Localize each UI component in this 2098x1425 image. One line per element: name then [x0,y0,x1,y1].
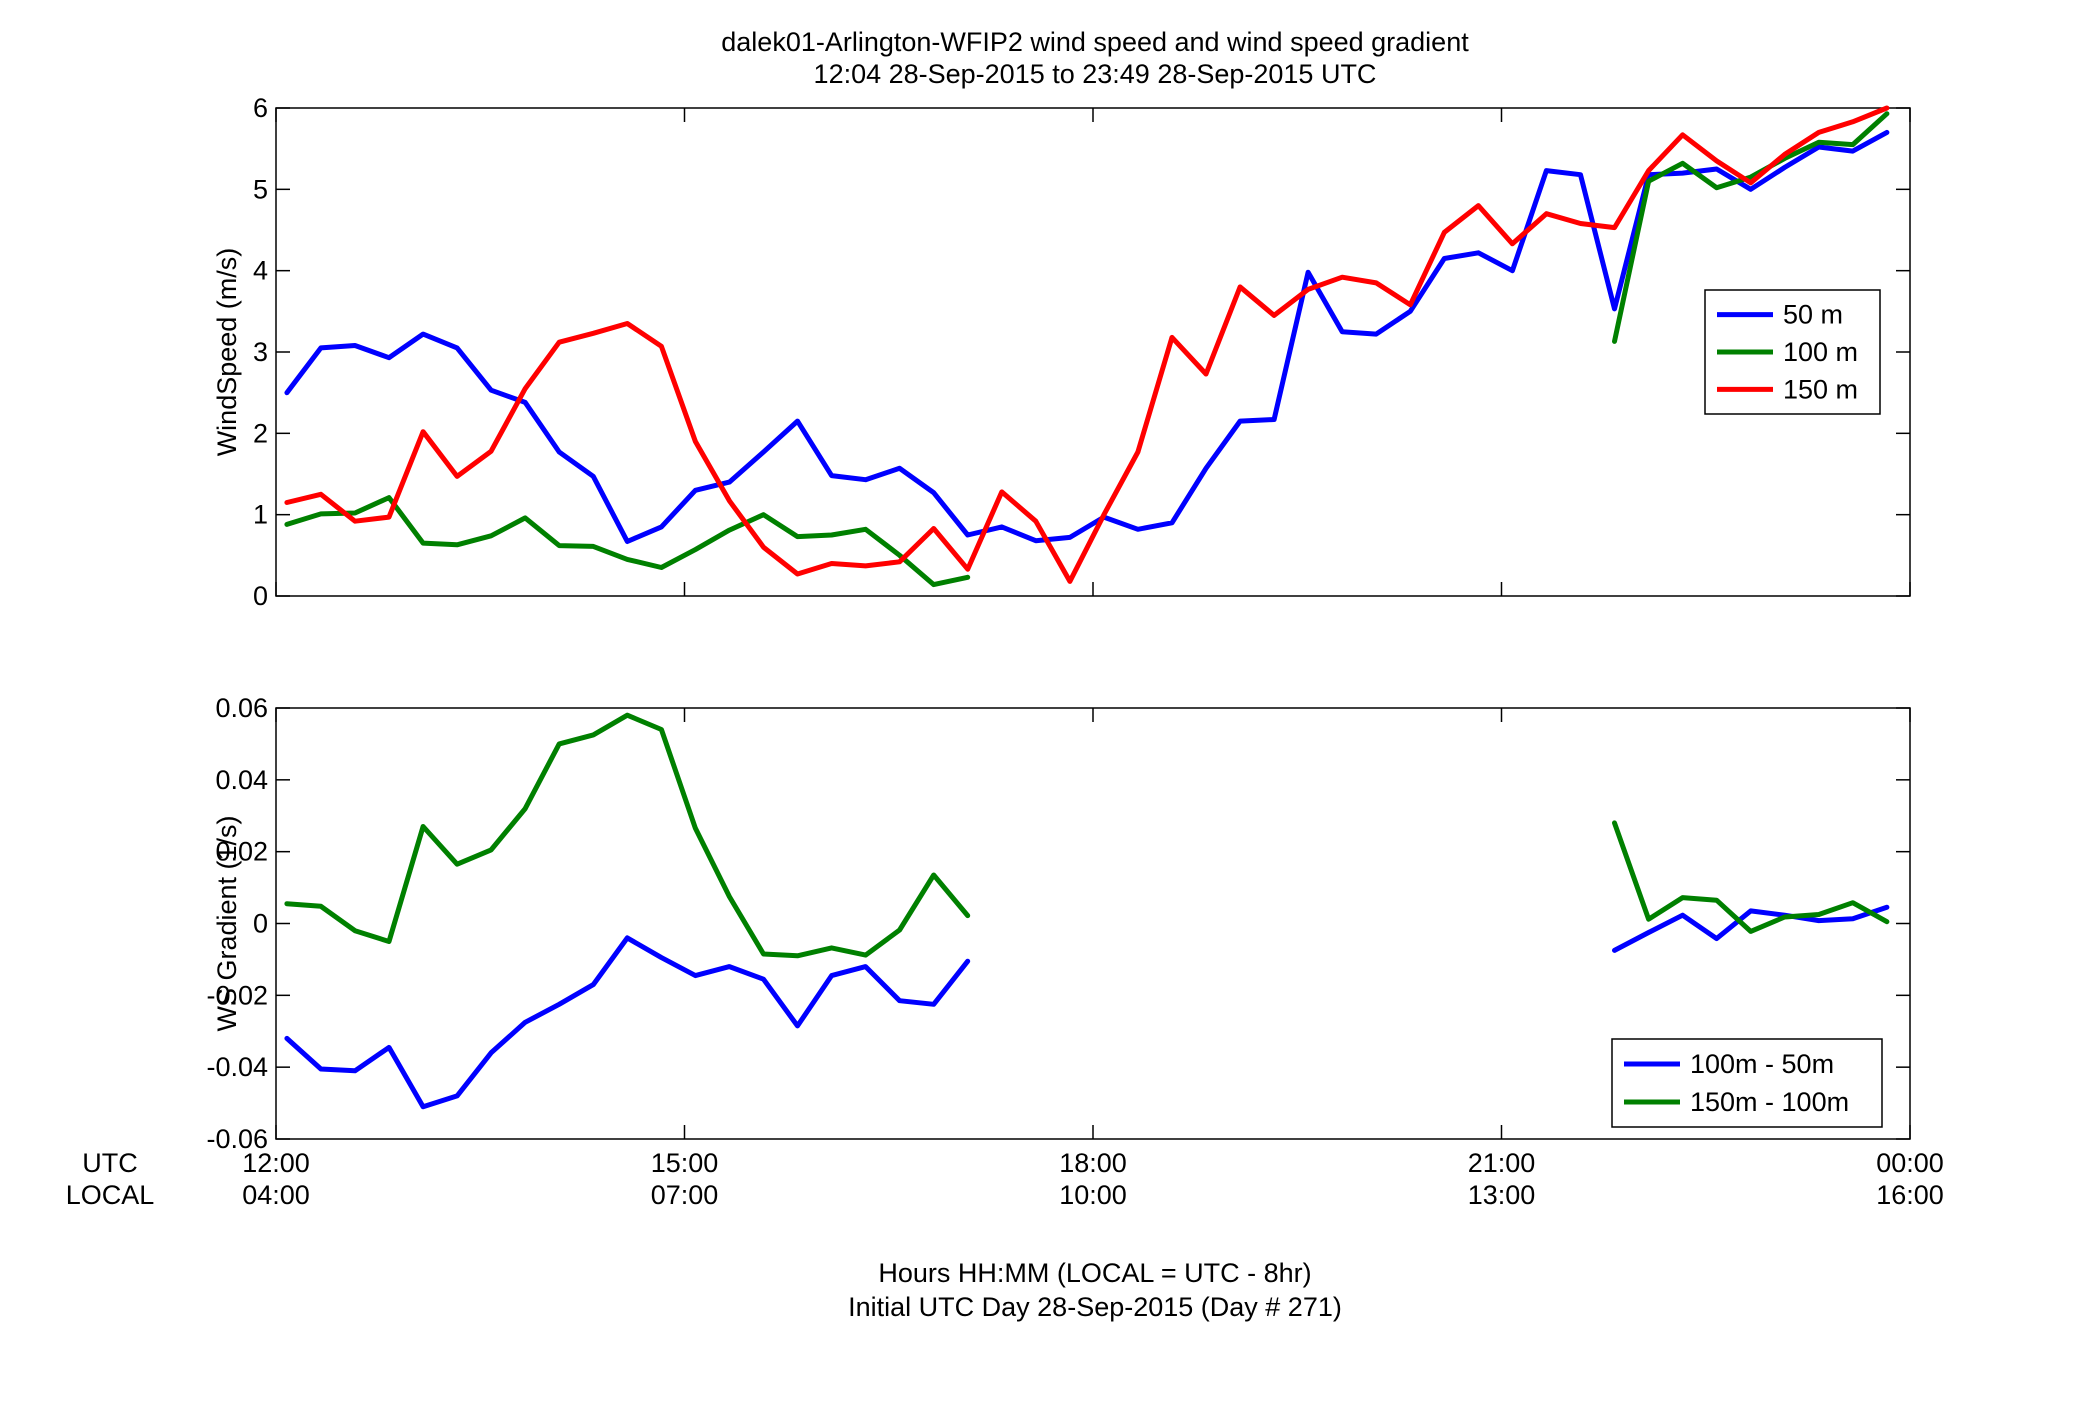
y-tick-label: 5 [253,174,268,204]
y-tick-label: 0.02 [215,837,268,867]
local-tick-label: 04:00 [242,1180,310,1210]
legend-label: 150m - 100m [1690,1087,1849,1117]
utc-tick-label: 00:00 [1876,1148,1944,1178]
figure-title-line1: dalek01-Arlington-WFIP2 wind speed and w… [721,27,1469,57]
y-tick-label: 4 [253,256,268,286]
y-tick-label: 6 [253,93,268,123]
y-tick-label: 2 [253,418,268,448]
legend-label: 100 m [1783,337,1858,367]
series-line [1612,820,1890,934]
x-axis-label-line2: Initial UTC Day 28-Sep-2015 (Day # 271) [848,1292,1342,1322]
local-tick-label: 07:00 [651,1180,719,1210]
local-tick-labels: 04:00 07:00 10:00 13:00 16:00 [242,1180,1944,1210]
y-tick-label: -0.04 [206,1052,268,1082]
y-tick-label: 0.04 [215,765,268,795]
y-tick-label: -0.02 [206,980,268,1010]
legend-box [1611,1038,1883,1128]
gradient-panel: -0.06 -0.04 -0.02 0 0.02 0.04 0.06 WS Gradient … [206,693,1911,1154]
windspeed-panel: 0 1 2 3 4 5 6 WindSpeed (m/s) 50 m 100 m 150 m [212,93,1911,611]
utc-tick-label: 21:00 [1468,1148,1536,1178]
y-tick-label: 1 [253,500,268,530]
y-tick-label: 3 [253,337,268,367]
x-axis-label-line1: Hours HH:MM (LOCAL = UTC - 8hr) [878,1258,1311,1288]
y-tick-label: 0 [253,581,268,611]
local-tick-label: 13:00 [1468,1180,1536,1210]
local-tick-label: 16:00 [1876,1180,1944,1210]
local-tick-label: 10:00 [1059,1180,1127,1210]
legend: 100m - 50m 150m - 100m [1611,1038,1883,1128]
utc-tick-label: 18:00 [1059,1148,1127,1178]
y-tick-label: 0.06 [215,693,268,723]
series-line [284,105,1890,584]
legend: 50 m 100 m 150 m [1704,289,1881,415]
utc-tick-label: 15:00 [651,1148,719,1178]
series-line [284,495,971,588]
utc-tick-label: 12:00 [242,1148,310,1178]
legend-label: 50 m [1783,300,1843,330]
figure-title-line2: 12:04 28-Sep-2015 to 23:49 28-Sep-2015 U… [814,59,1377,89]
utc-row-label: UTC [82,1148,138,1178]
y-axis-label: WS Gradient (1/s) [212,815,242,1031]
series-line [284,712,971,959]
series-line [284,935,971,1110]
utc-tick-labels: 12:00 15:00 18:00 21:00 00:00 [242,1148,1944,1178]
series-line [1612,111,1890,344]
y-tick-label: -0.06 [206,1124,268,1154]
legend-label: 150 m [1783,374,1858,404]
legend-label: 100m - 50m [1690,1049,1834,1079]
local-row-label: LOCAL [66,1180,155,1210]
series-line [284,129,1890,544]
y-tick-label: 0 [253,909,268,939]
series-line [1612,904,1890,953]
y-axis-label: WindSpeed (m/s) [212,248,242,457]
